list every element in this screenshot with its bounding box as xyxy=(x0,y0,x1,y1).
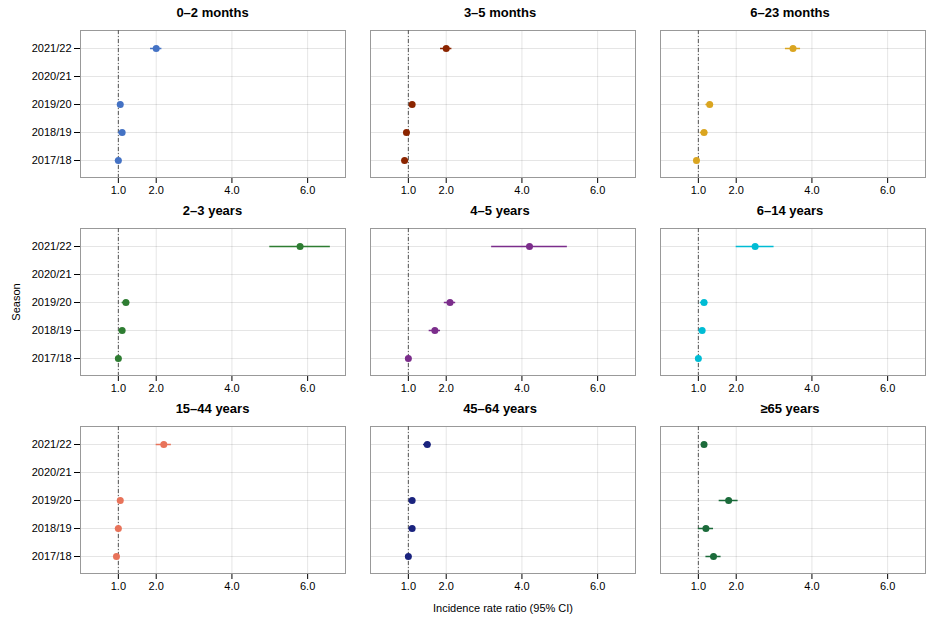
svg-text:2018/19: 2018/19 xyxy=(32,522,72,534)
svg-text:2.0: 2.0 xyxy=(149,184,164,196)
svg-text:4.0: 4.0 xyxy=(514,184,529,196)
svg-text:2019/20: 2019/20 xyxy=(32,494,72,506)
html-text:45–64 years: 45–64 years xyxy=(463,401,537,416)
html-text:≥65 years: ≥65 years xyxy=(760,401,820,416)
svg-text:2.0: 2.0 xyxy=(439,382,454,394)
svg-text:4.0: 4.0 xyxy=(224,184,239,196)
svg-text:4.0: 4.0 xyxy=(514,580,529,592)
svg-text:6.0: 6.0 xyxy=(300,580,315,592)
svg-text:6.0: 6.0 xyxy=(880,580,895,592)
html-text:15–44 years: 15–44 years xyxy=(175,401,250,416)
svg-text:2.0: 2.0 xyxy=(149,382,164,394)
svg-text:4.0: 4.0 xyxy=(224,580,239,592)
svg-text:4.0: 4.0 xyxy=(224,382,239,394)
svg-text:4.0: 4.0 xyxy=(514,382,529,394)
svg-text:2018/19: 2018/19 xyxy=(32,126,72,138)
svg-text:2020/21: 2020/21 xyxy=(32,70,72,82)
svg-text:1.0: 1.0 xyxy=(691,184,706,196)
svg-text:6.0: 6.0 xyxy=(590,382,605,394)
svg-text:2.0: 2.0 xyxy=(729,580,744,592)
svg-text:6.0: 6.0 xyxy=(590,580,605,592)
svg-text:2019/20: 2019/20 xyxy=(32,98,72,110)
svg-text:6.0: 6.0 xyxy=(880,382,895,394)
svg-text:6.0: 6.0 xyxy=(300,184,315,196)
html-text:0–2 months: 0–2 months xyxy=(176,5,249,20)
svg-text:2021/22: 2021/22 xyxy=(32,42,72,54)
html-text:6–23 months: 6–23 months xyxy=(750,5,830,20)
svg-text:Incidence rate ratio (95% CI): Incidence rate ratio (95% CI) xyxy=(433,602,573,614)
svg-text:4.0: 4.0 xyxy=(804,382,819,394)
html-text:6–14 years: 6–14 years xyxy=(756,203,824,218)
svg-text:1.0: 1.0 xyxy=(111,580,126,592)
svg-text:2.0: 2.0 xyxy=(439,580,454,592)
svg-text:1.0: 1.0 xyxy=(401,580,416,592)
svg-text:6.0: 6.0 xyxy=(300,382,315,394)
svg-text:6.0: 6.0 xyxy=(880,184,895,196)
svg-text:2018/19: 2018/19 xyxy=(32,324,72,336)
svg-text:2020/21: 2020/21 xyxy=(32,268,72,280)
svg-text:Season: Season xyxy=(10,283,22,320)
svg-text:2.0: 2.0 xyxy=(729,382,744,394)
svg-text:2017/18: 2017/18 xyxy=(32,550,72,562)
svg-text:1.0: 1.0 xyxy=(691,580,706,592)
html-text:2–3 years: 2–3 years xyxy=(182,203,243,218)
svg-text:1.0: 1.0 xyxy=(111,184,126,196)
svg-text:2.0: 2.0 xyxy=(729,184,744,196)
svg-text:2021/22: 2021/22 xyxy=(32,438,72,450)
svg-text:2021/22: 2021/22 xyxy=(32,240,72,252)
svg-text:2.0: 2.0 xyxy=(149,580,164,592)
svg-text:2.0: 2.0 xyxy=(439,184,454,196)
svg-text:6.0: 6.0 xyxy=(590,184,605,196)
svg-text:2017/18: 2017/18 xyxy=(32,352,72,364)
html-text:4–5 years: 4–5 years xyxy=(470,203,530,218)
svg-text:4.0: 4.0 xyxy=(804,184,819,196)
svg-text:2020/21: 2020/21 xyxy=(32,466,72,478)
svg-text:2017/18: 2017/18 xyxy=(32,154,72,166)
svg-text:1.0: 1.0 xyxy=(111,382,126,394)
svg-text:1.0: 1.0 xyxy=(401,184,416,196)
svg-text:2019/20: 2019/20 xyxy=(32,296,72,308)
svg-text:1.0: 1.0 xyxy=(691,382,706,394)
svg-text:1.0: 1.0 xyxy=(401,382,416,394)
html-text:3–5 months: 3–5 months xyxy=(463,5,537,20)
svg-text:4.0: 4.0 xyxy=(804,580,819,592)
